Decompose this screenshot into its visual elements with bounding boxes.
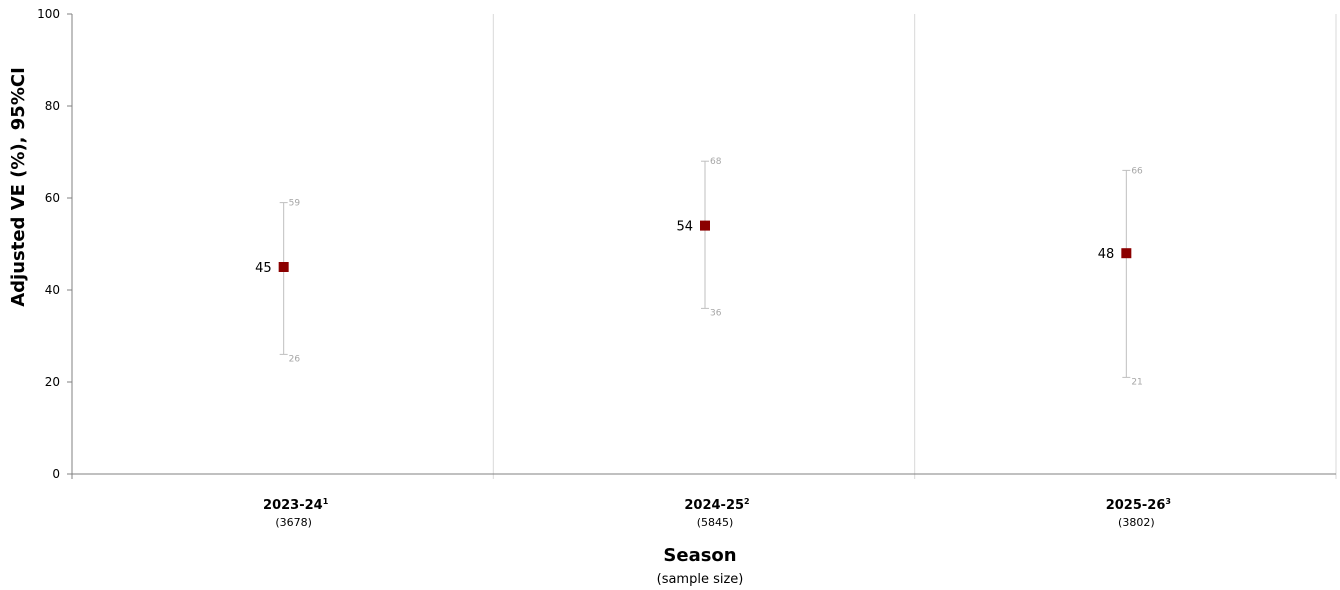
sample-size-label: (3802) xyxy=(1118,516,1155,529)
season-label: 2024-252 xyxy=(684,497,749,513)
y-tick-label: 20 xyxy=(45,375,60,389)
ve-point-label: 45 xyxy=(255,261,272,276)
ci-upper-label: 66 xyxy=(1131,166,1143,176)
ci-lower-label: 26 xyxy=(289,354,301,364)
ve-point xyxy=(1121,248,1132,259)
axes: 0 20 40 60 80 100 xyxy=(37,7,1336,481)
sample-size-label: (5845) xyxy=(697,516,734,529)
y-tick-label: 40 xyxy=(45,283,60,297)
y-axis-title: Adjusted VE (%), 95%CI xyxy=(8,67,29,307)
y-tick-label: 0 xyxy=(52,467,60,481)
ve-point xyxy=(700,220,710,231)
ve-point-label: 54 xyxy=(676,220,693,235)
sample-size-label: (3678) xyxy=(275,516,312,529)
category-labels: 2023-241 (3678) 2024-252 (5845) 2025-263 (380… xyxy=(263,497,1171,529)
ci-upper-label: 59 xyxy=(289,199,301,209)
y-tick-label: 60 xyxy=(45,191,60,205)
ci-upper-label: 68 xyxy=(710,157,722,167)
ve-point xyxy=(278,262,289,272)
ve-point-label: 48 xyxy=(1098,247,1115,262)
grid-lines xyxy=(492,14,1337,479)
season-label: 2023-241 xyxy=(263,497,329,513)
ci-lower-label: 36 xyxy=(710,308,722,318)
x-axis-subtitle: (sample size) xyxy=(657,572,744,587)
y-tick-label: 100 xyxy=(37,7,60,21)
season-label: 2025-263 xyxy=(1106,497,1171,513)
x-axis-title: Season xyxy=(663,545,736,566)
data-marks: 59 26 45 68 36 54 66 21 48 xyxy=(255,157,1143,387)
ci-lower-label: 21 xyxy=(1131,377,1142,387)
y-tick-label: 80 xyxy=(45,99,60,113)
